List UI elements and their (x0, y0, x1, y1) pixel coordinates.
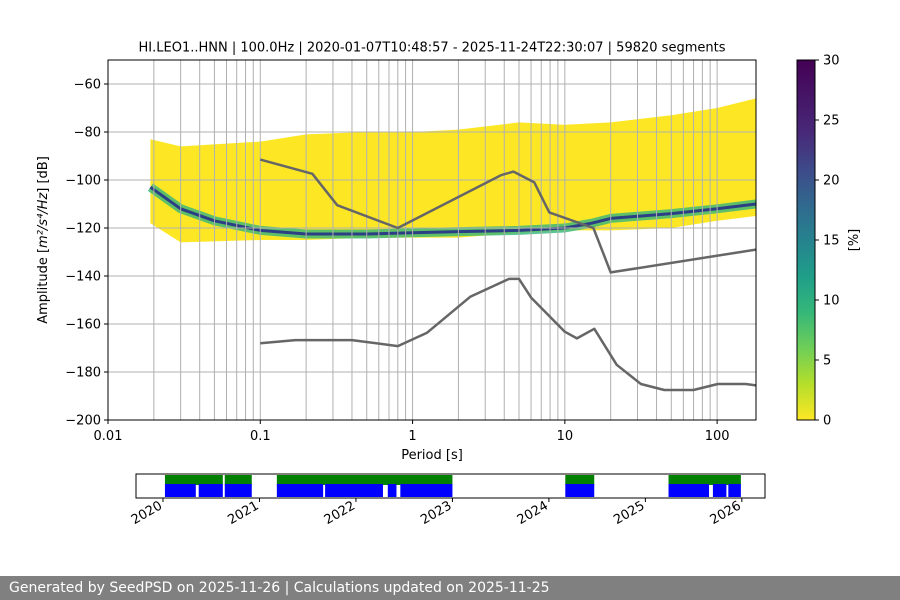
y-tick-label: −60 (74, 78, 101, 93)
x-tick-label: 0.01 (94, 429, 123, 444)
colorbar-tick-label: 5 (823, 354, 831, 369)
processed-span (224, 475, 252, 485)
y-tick-label: −120 (65, 222, 101, 237)
coverage-span (728, 484, 741, 497)
timeline-tick-label: 2023 (418, 498, 454, 528)
coverage-span (387, 484, 397, 497)
coverage-span (276, 484, 324, 497)
y-axis-label-tail: ] [dB] (36, 156, 51, 193)
pdf-envelope (150, 98, 756, 243)
y-tick-label: −80 (74, 126, 101, 141)
timeline-tick-label: 2026 (708, 498, 744, 528)
colorbar (796, 59, 816, 421)
colorbar-tick-label: 20 (823, 174, 840, 189)
colorbar-label: [%] (847, 229, 862, 252)
coverage-span (400, 484, 453, 497)
y-tick-label: −140 (65, 270, 101, 285)
y-axis-label: Amplitude [m²/s⁴/Hz] [dB] (36, 156, 51, 324)
timeline-tick-label: 2024 (515, 498, 551, 528)
chart-title: HI.LEO1..HNN | 100.0Hz | 2020-01-07T10:4… (139, 41, 726, 56)
y-tick-label: −180 (65, 366, 101, 381)
colorbar-tick-label: 10 (823, 294, 840, 309)
coverage-span (668, 484, 710, 497)
coverage-span (224, 484, 252, 497)
reference-curve-1 (259, 158, 756, 274)
timeline-tick-label: 2021 (225, 498, 261, 528)
processed-span (276, 475, 453, 485)
x-axis-label: Period [s] (401, 448, 463, 463)
reference-curves (259, 158, 756, 392)
colorbar-tick-label: 25 (823, 114, 840, 129)
y-tick-label: −100 (65, 174, 101, 189)
reference-curve-2 (260, 277, 756, 392)
timeline-tick-label: 2020 (129, 498, 165, 528)
coverage-span (325, 484, 383, 497)
colorbar-tick-label: 30 (823, 54, 840, 69)
processed-span (164, 475, 223, 485)
timeline-tick-label: 2022 (322, 498, 358, 528)
coverage-span (565, 484, 595, 497)
y-axis-label-main: Amplitude [ (36, 248, 51, 324)
pdf-plot-area (108, 60, 756, 420)
y-tick-label: −160 (65, 318, 101, 333)
processed-span (565, 475, 595, 485)
footer-bar: Generated by SeedPSD on 2025-11-26 | Cal… (0, 576, 900, 600)
timeline-coverage (164, 475, 741, 497)
timeline-tick-label: 2025 (611, 498, 647, 528)
colorbar-tick-label: 0 (823, 414, 831, 429)
x-axis-ticks: 0.01 0.1 1 10 100 (94, 420, 730, 444)
y-axis-ticks: −200 −180 −160 −140 −120 −100 −80 −60 (65, 78, 108, 429)
x-tick-label: 1 (408, 429, 416, 444)
processed-span (668, 475, 741, 485)
x-tick-label: 10 (557, 429, 574, 444)
plot-frame (107, 59, 757, 421)
y-tick-label: −200 (65, 414, 101, 429)
colorbar-ticks: 0 5 10 15 20 25 30 (815, 54, 840, 429)
x-tick-label: 0.1 (250, 429, 271, 444)
colorbar-tick-label: 15 (823, 234, 840, 249)
coverage-span (712, 484, 727, 497)
grid-lines (108, 60, 756, 420)
coverage-span (198, 484, 223, 497)
x-tick-label: 100 (705, 429, 730, 444)
y-axis-label-units: m²/s⁴/Hz (36, 192, 51, 248)
footer-text: Generated by SeedPSD on 2025-11-26 | Cal… (9, 580, 550, 596)
timeline-ticks: 2020 2021 2022 2023 2024 2025 2026 (129, 498, 744, 528)
coverage-span (164, 484, 196, 497)
